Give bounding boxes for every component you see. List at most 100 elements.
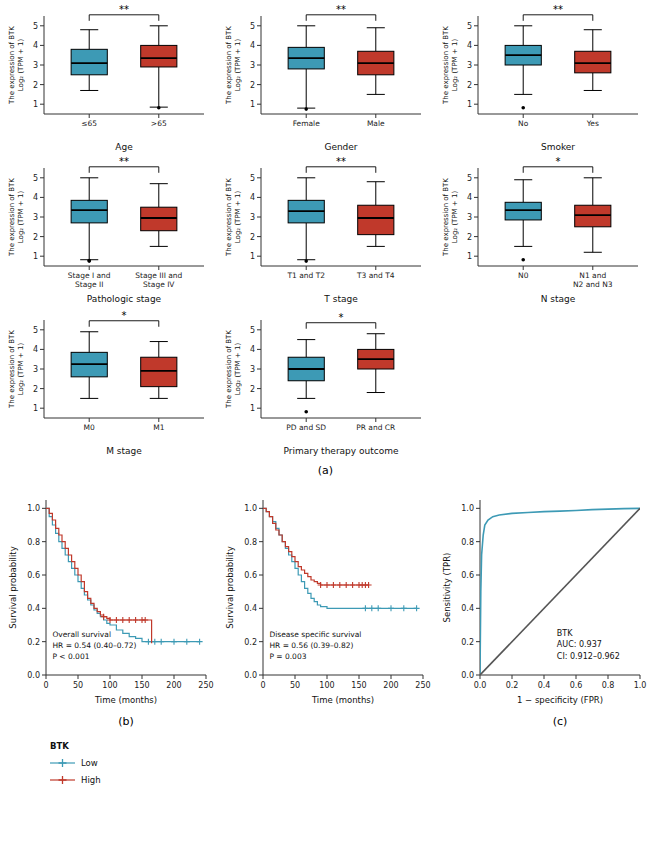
y-tick-label: 3 (250, 213, 255, 222)
y-tick (259, 541, 263, 542)
text-line: Time (months) (94, 695, 157, 705)
x-tick-label: 200 (166, 681, 181, 690)
text-line: Log₂ (TPM + 1) (234, 39, 242, 92)
text-line: High (81, 775, 101, 785)
text-line: T1 and T2 (286, 271, 325, 280)
text-line: P < 0.001 (52, 652, 89, 661)
upper-whisker (375, 182, 376, 206)
lower-cap (367, 94, 385, 95)
x-tick (306, 114, 307, 118)
y-tick (476, 641, 480, 642)
text-line: Stage III and (135, 271, 182, 280)
y-tick (474, 236, 478, 237)
text-line: The expression of BTK (8, 178, 16, 257)
censor-mark (324, 582, 330, 588)
lower-whisker (306, 223, 307, 260)
lower-cap (367, 392, 385, 393)
upper-cap (367, 27, 385, 28)
y-tick (259, 608, 263, 609)
x-axis-label: Time (months) (94, 695, 157, 705)
x-tick (174, 675, 175, 679)
text-line: Male (367, 119, 385, 128)
upper-cap (584, 29, 602, 30)
outlier (87, 259, 91, 263)
y-tick-label: 2 (33, 385, 38, 394)
y-tick (40, 408, 44, 409)
y-axis-line (263, 500, 264, 675)
text-line: The expression of BTK (8, 330, 16, 409)
y-tick (40, 369, 44, 370)
lower-cap (80, 90, 98, 91)
censor-mark (171, 639, 177, 645)
lower-cap (584, 90, 602, 91)
y-tick-label: 1 (33, 252, 38, 261)
y-tick-label: 4 (33, 41, 38, 50)
x-tick (46, 675, 47, 679)
text-line: No (518, 119, 529, 128)
text-line: The expression of BTK (442, 26, 450, 105)
text-line: N1 and (579, 271, 606, 280)
plot-area (288, 334, 394, 414)
y-tick (474, 25, 478, 26)
y-tick-label: 2 (250, 385, 255, 394)
box (358, 349, 394, 369)
median (71, 62, 107, 64)
median (288, 210, 324, 212)
y-tick-label: 5 (33, 174, 38, 183)
box-plot: 12345FemaleMaleGenderThe expression of B… (225, 4, 421, 152)
x-axis-label: N stage (541, 294, 576, 304)
x-tick-label: No (518, 119, 529, 128)
y-tick-label: 4 (33, 193, 38, 202)
x-axis-label: Gender (324, 142, 357, 152)
y-tick-label: 5 (250, 326, 255, 335)
survival-curve (46, 508, 200, 641)
upper-whisker (523, 26, 524, 46)
y-tick-label: 4 (467, 193, 472, 202)
text-line: ** (119, 156, 129, 167)
text-line: M0 (84, 423, 95, 432)
x-tick-label: Male (367, 119, 385, 128)
x-tick-label: T1 and T2 (286, 271, 325, 280)
step-chart: 0.00.20.40.60.81.0050100150200250Time (m… (225, 500, 431, 705)
text-line: Log₂ (TPM + 1) (451, 191, 459, 244)
x-axis-label: Time (months) (311, 695, 374, 705)
y-axis-label: Survival probability (8, 546, 18, 628)
survival-curve (263, 508, 417, 608)
y-tick (474, 45, 478, 46)
censor-mark (101, 614, 107, 620)
y-tick-label: 3 (33, 61, 38, 70)
roc-curve (480, 508, 640, 675)
annotation: Disease specific survivalHR = 0.56 (0.39… (269, 630, 361, 661)
y-tick (257, 349, 261, 350)
y-tick-label: 3 (467, 213, 472, 222)
y-tick (40, 197, 44, 198)
plot-area (480, 508, 640, 675)
annotation: BTKAUC: 0.937CI: 0.912–0.962 (557, 629, 620, 661)
x-tick-label: Yes (586, 119, 599, 128)
plot-area (505, 26, 611, 110)
y-tick (257, 388, 261, 389)
x-tick-label: M1 (153, 423, 164, 432)
censor-mark (343, 582, 349, 588)
median (505, 209, 541, 211)
y-tick (476, 608, 480, 609)
y-tick-label: 1 (250, 252, 255, 261)
censor-mark (126, 617, 132, 623)
box (288, 357, 324, 381)
text-line: Overall survival (52, 630, 111, 639)
y-tick (259, 575, 263, 576)
censor-mark (152, 639, 158, 645)
x-tick (263, 675, 264, 679)
y-tick (40, 256, 44, 257)
lower-whisker (523, 220, 524, 246)
x-tick-label: 50 (290, 681, 300, 690)
upper-cap (367, 181, 385, 182)
median (288, 57, 324, 59)
x-tick (480, 675, 481, 679)
text-line: ** (336, 4, 346, 15)
x-axis-label: Pathologic stage (87, 294, 162, 304)
x-tick-label: N0 (518, 271, 529, 280)
censor-mark (197, 639, 203, 645)
text-line: P = 0.003 (269, 652, 306, 661)
y-tick-label: 1 (33, 404, 38, 413)
